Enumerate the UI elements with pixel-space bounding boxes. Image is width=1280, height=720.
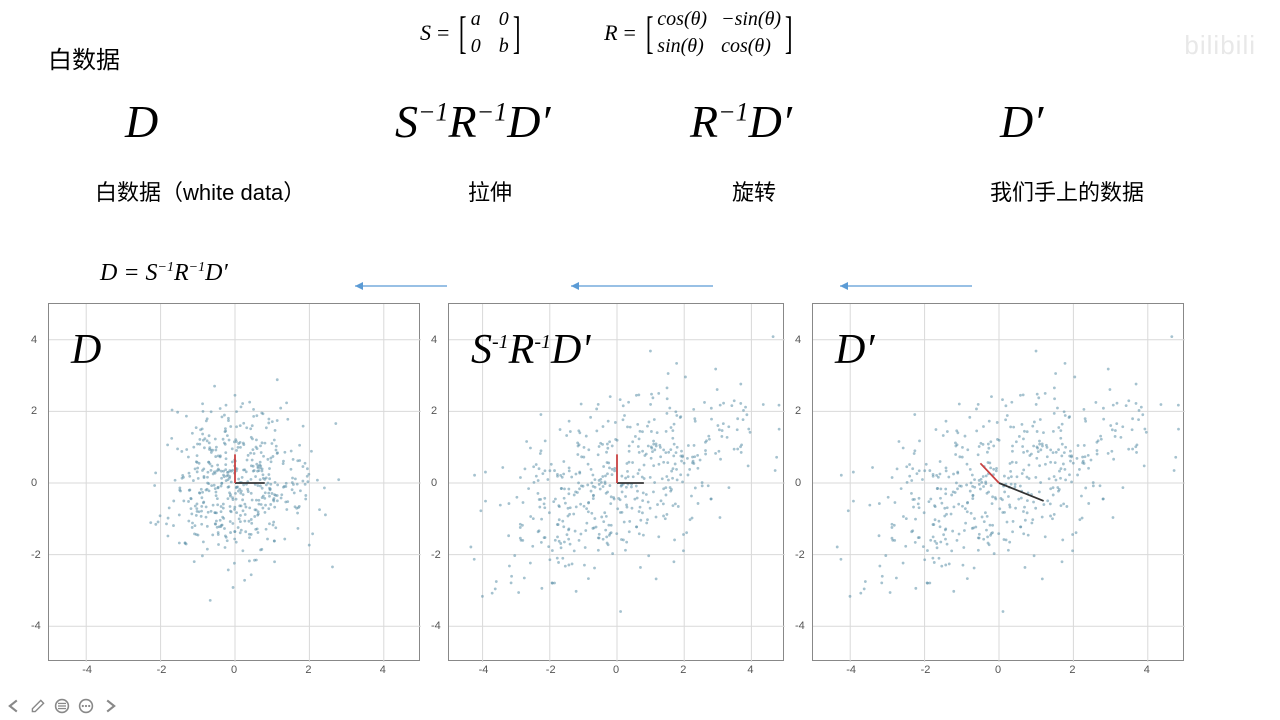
flow-symbol: R−1D′	[690, 95, 792, 148]
xtick-label: -2	[157, 664, 167, 676]
matrix-cell: 0	[499, 8, 509, 31]
menu-icon[interactable]	[53, 697, 71, 715]
ytick-label: -2	[431, 549, 441, 561]
flow-arrow-icon	[563, 280, 713, 282]
ytick-label: 2	[431, 405, 437, 417]
xtick-label: 0	[995, 664, 1001, 676]
xtick-label: 2	[680, 664, 686, 676]
xtick-label: -4	[846, 664, 856, 676]
flow-diagram: D 白数据（white data） S−1R−1D′ 拉伸 R−1D′ 旋转 D′ 我们手上的…	[0, 95, 1280, 205]
flow-desc: 我们手上的数据	[990, 175, 1144, 207]
flow-symbol: D	[125, 95, 158, 148]
ytick-label: 0	[431, 477, 437, 489]
ytick-label: 4	[31, 334, 37, 346]
slide-toolbar	[5, 697, 119, 715]
matrix-cell: cos(θ)	[721, 35, 781, 58]
matrix-cell: sin(θ)	[657, 35, 707, 58]
xtick-label: 0	[231, 664, 237, 676]
flow-symbol: S−1R−1D′	[395, 95, 551, 148]
prev-arrow-icon[interactable]	[5, 697, 23, 715]
ytick-label: -4	[795, 620, 805, 632]
scatter-plot: D-4-4-2-2002244	[48, 303, 420, 661]
matrix-cell: −sin(θ)	[721, 8, 781, 31]
flow-desc: 白数据（white data）	[95, 175, 305, 207]
matrix-R-var: R	[604, 20, 617, 46]
ytick-label: 2	[31, 405, 37, 417]
equation-whitening: D = S−1R−1D′	[100, 260, 228, 287]
plot-label: D′	[835, 326, 875, 374]
pen-icon[interactable]	[29, 697, 47, 715]
xtick-label: -2	[546, 664, 556, 676]
ytick-label: -2	[31, 549, 41, 561]
flow-arrow-icon	[347, 280, 447, 282]
flow-arrow-icon	[832, 280, 972, 282]
matrix-definitions: S = [ a 0 0 b ] R = [ cos(θ) −sin(θ) sin…	[420, 8, 890, 58]
ytick-label: 2	[795, 405, 801, 417]
scatter-plot: S-1R-1D'-4-4-2-2002244	[448, 303, 784, 661]
page-title: 白数据	[48, 40, 120, 75]
flow-desc: 拉伸	[468, 175, 512, 207]
xtick-label: 2	[1069, 664, 1075, 676]
xtick-label: 4	[1144, 664, 1150, 676]
ytick-label: 4	[795, 334, 801, 346]
flow-symbol: D′	[1000, 95, 1043, 148]
matrix-R: R = [ cos(θ) −sin(θ) sin(θ) cos(θ) ]	[604, 8, 796, 58]
plot-label: S-1R-1D'	[471, 326, 590, 374]
ytick-label: 4	[431, 334, 437, 346]
equals-sign: =	[437, 20, 449, 46]
matrix-S-var: S	[420, 20, 431, 46]
matrix-cell: cos(θ)	[657, 8, 707, 31]
ytick-label: -4	[31, 620, 41, 632]
equals-sign: =	[624, 20, 636, 46]
ytick-label: 0	[31, 477, 37, 489]
xtick-label: -2	[921, 664, 931, 676]
next-arrow-icon[interactable]	[101, 697, 119, 715]
matrix-S: S = [ a 0 0 b ]	[420, 8, 524, 58]
xtick-label: -4	[479, 664, 489, 676]
scatter-plot: D′-4-4-2-2002244	[812, 303, 1184, 661]
xtick-label: -4	[82, 664, 92, 676]
matrix-cell: b	[499, 35, 509, 58]
ytick-label: -4	[431, 620, 441, 632]
plot-label: D	[71, 326, 101, 374]
watermark: bilibili	[1184, 30, 1256, 61]
flow-desc: 旋转	[732, 175, 776, 207]
xtick-label: 4	[747, 664, 753, 676]
xtick-label: 2	[305, 664, 311, 676]
plots-row: D-4-4-2-2002244S-1R-1D'-4-4-2-2002244D′-…	[48, 303, 1248, 661]
ytick-label: 0	[795, 477, 801, 489]
more-icon[interactable]	[77, 697, 95, 715]
xtick-label: 4	[380, 664, 386, 676]
xtick-label: 0	[613, 664, 619, 676]
ytick-label: -2	[795, 549, 805, 561]
matrix-cell: 0	[471, 35, 481, 58]
matrix-cell: a	[471, 8, 481, 31]
